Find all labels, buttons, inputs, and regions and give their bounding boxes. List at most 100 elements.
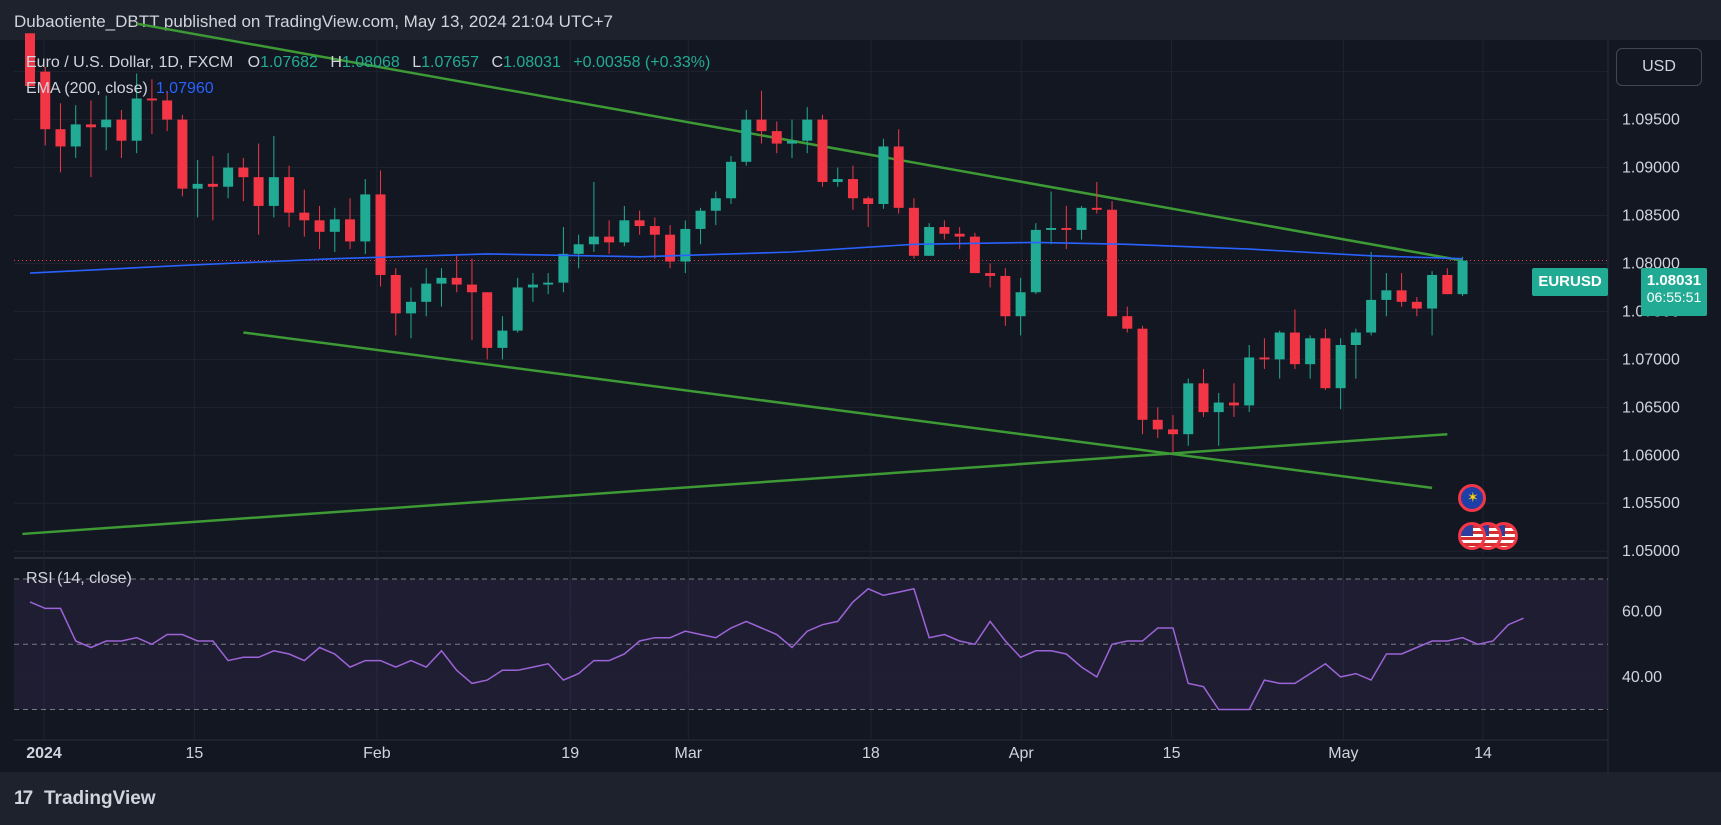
price-tick-label: 1.06000: [1622, 447, 1680, 464]
currency-button[interactable]: USD: [1616, 48, 1702, 86]
price-tick-label: 1.05000: [1622, 543, 1680, 560]
candle-body: [878, 146, 889, 205]
candle: [1061, 205, 1072, 250]
candle: [1091, 181, 1102, 214]
candle: [695, 207, 706, 245]
candle-body: [1076, 207, 1087, 230]
time-tick-label: May: [1328, 745, 1358, 762]
candle: [1366, 251, 1377, 336]
candle-body: [131, 98, 142, 141]
candle-body: [1168, 429, 1178, 435]
time-tick-label: 2024: [26, 745, 62, 762]
chart-frame[interactable]: [14, 40, 1707, 772]
candle-body: [924, 227, 935, 256]
candle: [924, 223, 935, 256]
candle: [253, 143, 264, 235]
candle: [390, 268, 401, 336]
candle: [1442, 268, 1453, 295]
candle-body: [223, 167, 234, 187]
price-tick-label: 1.05500: [1622, 495, 1680, 512]
tradingview-logo[interactable]: 17 TradingView: [14, 788, 156, 810]
candle: [85, 100, 96, 178]
candle-body: [1396, 290, 1407, 302]
candle-body: [847, 179, 858, 199]
candle-body: [1122, 316, 1133, 329]
rsi-tick-label: 40.00: [1622, 669, 1662, 686]
candle: [649, 217, 660, 259]
candle-body: [268, 177, 279, 206]
candle: [375, 170, 386, 287]
candle-body: [710, 198, 721, 211]
candle-body: [1046, 227, 1057, 230]
candle: [1015, 277, 1026, 336]
legend-open-label: O: [247, 54, 261, 71]
candle-body: [969, 236, 980, 274]
candle: [1046, 191, 1057, 245]
candle-body: [695, 210, 706, 229]
candle: [1030, 223, 1041, 295]
trendline: [22, 432, 1448, 536]
candle-body: [482, 292, 493, 348]
time-tick-label: Apr: [1009, 745, 1035, 762]
candle-body: [1366, 299, 1377, 333]
candle-body: [665, 234, 676, 262]
ema-label: EMA (200, close): [26, 80, 148, 97]
candle-body: [207, 183, 218, 187]
candle-body: [634, 220, 645, 227]
candle: [238, 157, 249, 202]
candle: [1381, 273, 1392, 317]
candle-body: [527, 284, 538, 288]
candle: [329, 207, 340, 252]
candle-body: [588, 236, 599, 245]
eu-flag-icon[interactable]: [1458, 484, 1486, 512]
tradingview-logo-text: TradingView: [44, 788, 156, 809]
candle-body: [726, 161, 737, 199]
candle: [1122, 306, 1133, 333]
candle-body: [1152, 419, 1163, 430]
candle: [284, 165, 295, 228]
rsi-tick-label: 60.00: [1622, 604, 1662, 621]
us-flag-icon[interactable]: [1458, 522, 1486, 550]
price-tick-label: 1.09000: [1622, 160, 1680, 177]
candle-body: [756, 119, 767, 132]
candle-body: [1259, 357, 1270, 360]
candle: [771, 121, 782, 154]
candle: [497, 316, 508, 360]
candle-body: [360, 194, 371, 242]
price-tick-label: 1.06500: [1622, 399, 1680, 416]
candle: [665, 225, 676, 269]
candle: [1000, 268, 1011, 326]
candle-body: [543, 282, 554, 285]
candle-body: [238, 167, 249, 178]
candle-body: [466, 284, 477, 293]
candle: [360, 179, 371, 254]
candle: [314, 205, 325, 250]
candle-body: [787, 140, 797, 144]
candle: [527, 273, 538, 302]
candle: [1457, 256, 1468, 297]
candle-body: [1228, 402, 1239, 406]
candle: [726, 156, 737, 205]
candle-body: [1305, 338, 1316, 365]
candle-body: [573, 244, 584, 254]
candle-body: [1137, 328, 1148, 420]
last-price-value: 1.08031: [1646, 272, 1702, 289]
symbol-legend: Euro / U.S. Dollar, 1D, FXCM O1.07682 H1…: [26, 54, 710, 72]
candle: [954, 227, 965, 250]
candle: [40, 66, 51, 146]
candle: [817, 114, 828, 187]
candle-body: [817, 119, 828, 182]
candle: [436, 268, 447, 307]
candle: [1411, 297, 1422, 317]
candle-body: [604, 236, 615, 243]
candle-body: [345, 219, 356, 242]
legend-high: 1.08068: [341, 54, 400, 71]
candle-body: [55, 129, 66, 147]
candle-body: [1289, 332, 1300, 365]
legend-low: 1.07657: [421, 54, 479, 71]
price-tick-label: 1.08500: [1622, 208, 1680, 225]
candle-body: [1320, 338, 1331, 389]
legend-close: 1.08031: [503, 54, 561, 71]
candle: [207, 156, 218, 221]
